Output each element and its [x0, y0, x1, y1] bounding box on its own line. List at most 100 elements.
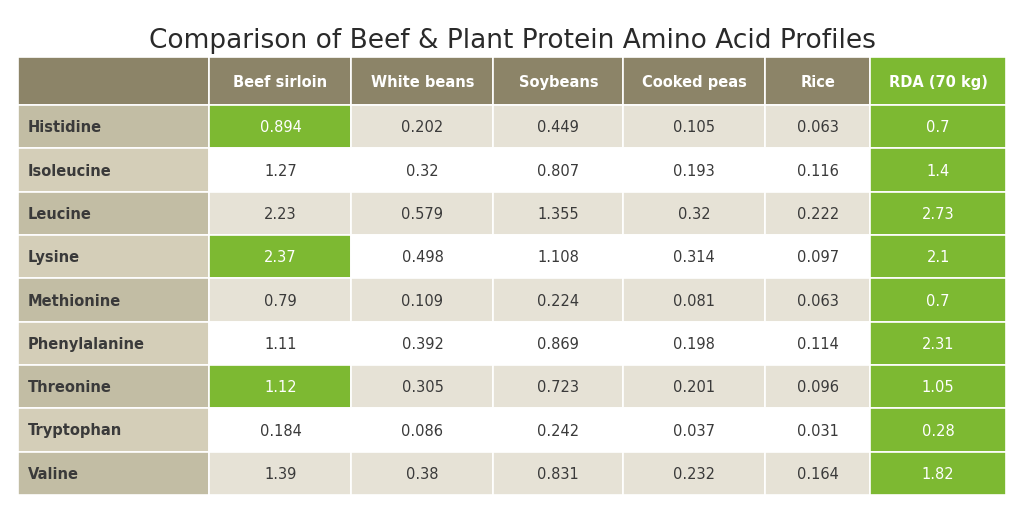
Bar: [494, 58, 624, 106]
Text: 0.202: 0.202: [401, 120, 443, 135]
Text: 0.32: 0.32: [407, 163, 438, 178]
Text: 0.242: 0.242: [538, 423, 580, 438]
Text: Comparison of Beef & Plant Protein Amino Acid Profiles: Comparison of Beef & Plant Protein Amino…: [148, 28, 876, 54]
Bar: [210, 192, 351, 235]
Bar: [624, 235, 765, 279]
Text: 0.32: 0.32: [678, 207, 711, 221]
Bar: [624, 322, 765, 365]
Bar: [870, 58, 1006, 106]
Text: 0.097: 0.097: [797, 249, 839, 265]
Bar: [351, 279, 494, 322]
Text: 1.82: 1.82: [922, 466, 954, 481]
Bar: [351, 58, 494, 106]
Bar: [765, 58, 870, 106]
Bar: [494, 322, 624, 365]
Text: 0.232: 0.232: [673, 466, 715, 481]
Text: Histidine: Histidine: [28, 120, 102, 135]
Bar: [18, 322, 210, 365]
Bar: [870, 409, 1006, 452]
Text: 1.355: 1.355: [538, 207, 580, 221]
Bar: [18, 149, 210, 192]
Bar: [765, 235, 870, 279]
Bar: [765, 106, 870, 149]
Text: Methionine: Methionine: [28, 293, 121, 308]
Bar: [624, 409, 765, 452]
Text: Soybeans: Soybeans: [518, 74, 598, 89]
Text: 0.579: 0.579: [401, 207, 443, 221]
Text: 2.31: 2.31: [922, 336, 954, 351]
Bar: [870, 106, 1006, 149]
Bar: [494, 235, 624, 279]
Bar: [210, 235, 351, 279]
Text: 2.1: 2.1: [927, 249, 950, 265]
Bar: [351, 235, 494, 279]
Text: 0.037: 0.037: [673, 423, 715, 438]
Bar: [351, 452, 494, 495]
Text: 0.224: 0.224: [538, 293, 580, 308]
Bar: [210, 322, 351, 365]
Text: 1.11: 1.11: [264, 336, 297, 351]
Text: Beef sirloin: Beef sirloin: [233, 74, 328, 89]
Bar: [765, 452, 870, 495]
Bar: [624, 452, 765, 495]
Bar: [18, 235, 210, 279]
Text: 0.105: 0.105: [673, 120, 715, 135]
Text: 0.38: 0.38: [407, 466, 438, 481]
Bar: [494, 409, 624, 452]
Bar: [494, 365, 624, 409]
Text: Tryptophan: Tryptophan: [28, 423, 122, 438]
Text: 2.73: 2.73: [922, 207, 954, 221]
Bar: [624, 192, 765, 235]
Text: 0.031: 0.031: [797, 423, 839, 438]
Bar: [494, 452, 624, 495]
Text: 0.201: 0.201: [673, 379, 715, 394]
Bar: [765, 279, 870, 322]
Text: Cooked peas: Cooked peas: [642, 74, 746, 89]
Bar: [210, 365, 351, 409]
Text: 0.894: 0.894: [259, 120, 301, 135]
Bar: [351, 149, 494, 192]
Bar: [765, 149, 870, 192]
Text: 2.23: 2.23: [264, 207, 297, 221]
Bar: [624, 149, 765, 192]
Text: RDA (70 kg): RDA (70 kg): [889, 74, 987, 89]
Text: 0.114: 0.114: [797, 336, 839, 351]
Bar: [210, 106, 351, 149]
Bar: [765, 192, 870, 235]
Bar: [210, 149, 351, 192]
Bar: [870, 452, 1006, 495]
Bar: [351, 322, 494, 365]
Bar: [351, 192, 494, 235]
Bar: [870, 365, 1006, 409]
Text: 0.79: 0.79: [264, 293, 297, 308]
Bar: [765, 409, 870, 452]
Bar: [624, 279, 765, 322]
Text: Valine: Valine: [28, 466, 79, 481]
Text: Rice: Rice: [800, 74, 836, 89]
Bar: [494, 192, 624, 235]
Text: 0.28: 0.28: [922, 423, 954, 438]
Text: 0.063: 0.063: [797, 293, 839, 308]
Text: White beans: White beans: [371, 74, 474, 89]
Text: 0.086: 0.086: [401, 423, 443, 438]
Bar: [351, 106, 494, 149]
Text: Phenylalanine: Phenylalanine: [28, 336, 145, 351]
Text: 0.198: 0.198: [673, 336, 715, 351]
Bar: [624, 58, 765, 106]
Text: 0.164: 0.164: [797, 466, 839, 481]
Bar: [18, 279, 210, 322]
Text: 2.37: 2.37: [264, 249, 297, 265]
Text: 1.4: 1.4: [927, 163, 949, 178]
Bar: [18, 365, 210, 409]
Bar: [870, 279, 1006, 322]
Text: 0.869: 0.869: [538, 336, 580, 351]
Text: 0.305: 0.305: [401, 379, 443, 394]
Text: 1.39: 1.39: [264, 466, 297, 481]
Bar: [624, 365, 765, 409]
Text: 0.184: 0.184: [259, 423, 301, 438]
Bar: [494, 149, 624, 192]
Text: 1.12: 1.12: [264, 379, 297, 394]
Text: 1.27: 1.27: [264, 163, 297, 178]
Text: 1.108: 1.108: [538, 249, 580, 265]
Bar: [18, 192, 210, 235]
